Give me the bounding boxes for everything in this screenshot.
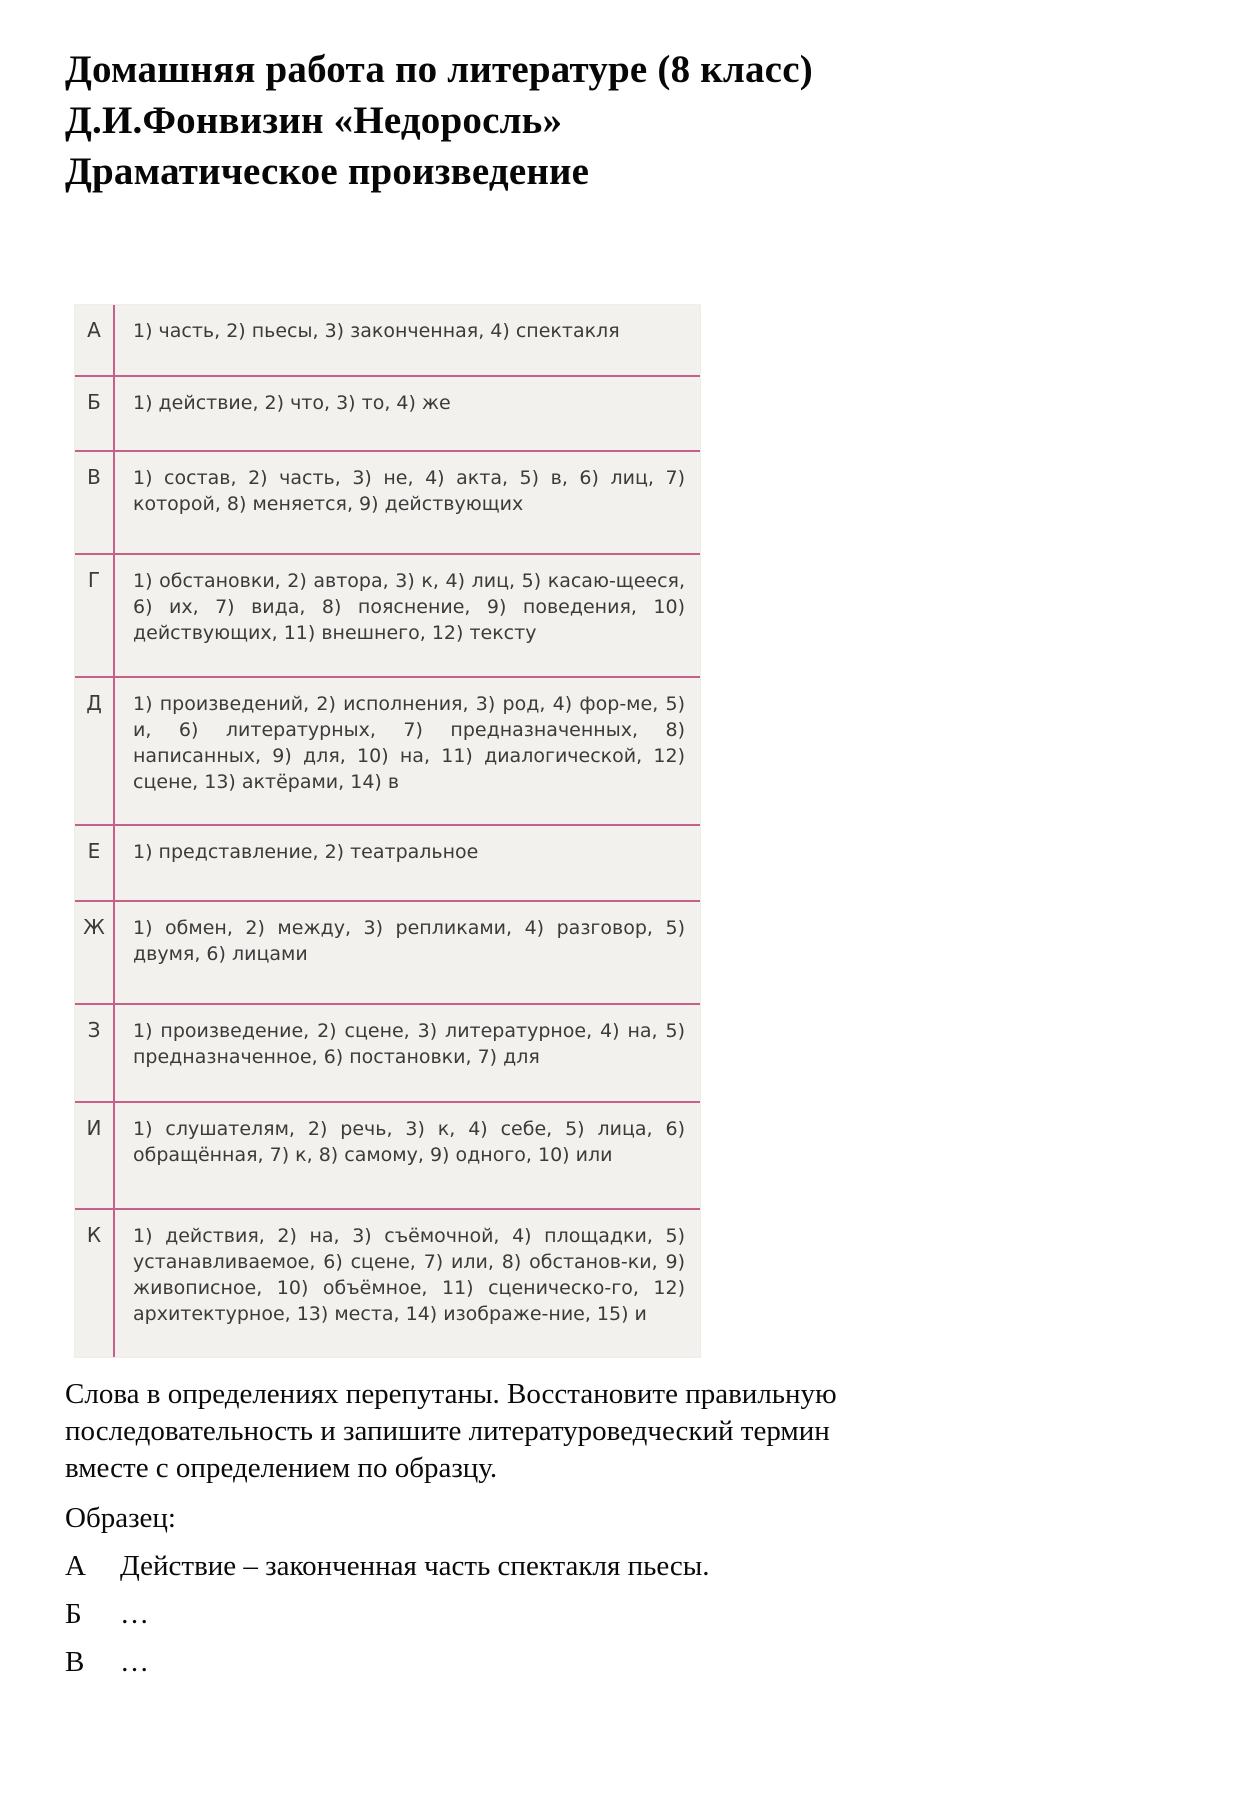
sample-label: Образец:	[65, 1502, 176, 1534]
sample-letter: Б	[65, 1598, 82, 1630]
row-words: 1) действия, 2) на, 3) съёмочной, 4) пло…	[133, 1225, 685, 1325]
row-letter: В	[75, 452, 115, 553]
row-letter: Е	[75, 826, 115, 900]
row-letter: К	[75, 1210, 115, 1357]
table-row: И 1) слушателям, 2) речь, 3) к, 4) себе,…	[75, 1103, 700, 1210]
row-words: 1) действие, 2) что, 3) то, 4) же	[133, 392, 451, 414]
sample-row: Б …	[65, 1596, 1075, 1633]
row-words: 1) обмен, 2) между, 3) репликами, 4) раз…	[133, 917, 685, 965]
sample-text: Действие – законченная часть спектакля п…	[120, 1550, 710, 1582]
row-words: 1) произведение, 2) сцене, 3) литературн…	[133, 1020, 685, 1068]
table-row: Ж 1) обмен, 2) между, 3) репликами, 4) р…	[75, 902, 700, 1005]
title-line-1: Домашняя работа по литературе (8 класс)	[65, 48, 813, 91]
page-title: Домашняя работа по литературе (8 класс) …	[65, 44, 1165, 197]
table-row: Е 1) представление, 2) театральное	[75, 826, 700, 902]
table-row: З 1) произведение, 2) сцене, 3) литерату…	[75, 1005, 700, 1103]
row-letter: Г	[75, 555, 115, 676]
row-letter: И	[75, 1103, 115, 1208]
row-letter: Ж	[75, 902, 115, 1003]
row-words: 1) произведений, 2) исполнения, 3) род, …	[133, 693, 685, 793]
row-words: 1) состав, 2) часть, 3) не, 4) акта, 5) …	[133, 467, 685, 515]
table-row: А 1) часть, 2) пьесы, 3) законченная, 4)…	[75, 305, 700, 377]
title-line-3: Драматическое произведение	[65, 150, 590, 193]
table-row: Б 1) действие, 2) что, 3) то, 4) же	[75, 377, 700, 452]
sample-row: А Действие – законченная часть спектакля…	[65, 1548, 1075, 1585]
table-row: В 1) состав, 2) часть, 3) не, 4) акта, 5…	[75, 452, 700, 555]
row-letter: А	[75, 305, 115, 375]
sample-letter: В	[65, 1646, 85, 1678]
task-footer: Слова в определениях перепутаны. Восстан…	[65, 1376, 1075, 1681]
sample-text: …	[120, 1646, 149, 1678]
sample-text: …	[120, 1598, 149, 1630]
row-letter: Б	[75, 377, 115, 450]
row-words: 1) слушателям, 2) речь, 3) к, 4) себе, 5…	[133, 1118, 685, 1166]
sample-row: В …	[65, 1644, 1075, 1681]
row-letter: Д	[75, 678, 115, 824]
row-words: 1) представление, 2) театральное	[133, 841, 479, 863]
table-row: К 1) действия, 2) на, 3) съёмочной, 4) п…	[75, 1210, 700, 1357]
definitions-table: А 1) часть, 2) пьесы, 3) законченная, 4)…	[75, 305, 700, 1357]
row-words: 1) обстановки, 2) автора, 3) к, 4) лиц, …	[133, 570, 685, 644]
table-row: Г 1) обстановки, 2) автора, 3) к, 4) лиц…	[75, 555, 700, 678]
task-instructions: Слова в определениях перепутаны. Восстан…	[65, 1378, 837, 1484]
row-letter: З	[75, 1005, 115, 1101]
row-words: 1) часть, 2) пьесы, 3) законченная, 4) с…	[133, 320, 620, 342]
table-row: Д 1) произведений, 2) исполнения, 3) род…	[75, 678, 700, 826]
sample-letter: А	[65, 1550, 86, 1582]
title-line-2: Д.И.Фонвизин «Недоросль»	[65, 99, 563, 142]
